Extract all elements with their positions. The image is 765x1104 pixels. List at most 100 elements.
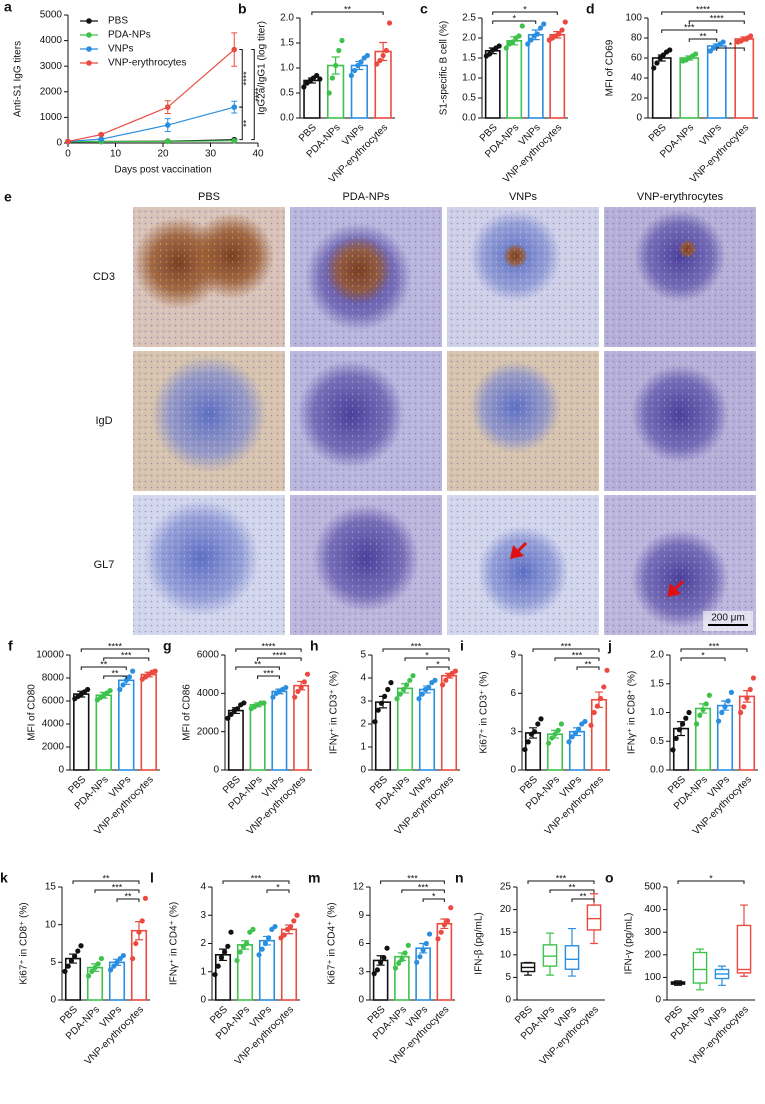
y-tick-label: 2.0 bbox=[280, 13, 294, 24]
data-point bbox=[435, 936, 441, 942]
data-point bbox=[374, 61, 380, 67]
data-point bbox=[215, 963, 221, 969]
y-axis-label: S1-specific B cell (%) bbox=[439, 21, 450, 115]
y-tick-label: 0 bbox=[58, 765, 64, 776]
y-tick-label: 2.5 bbox=[462, 13, 476, 24]
significance-label: *** bbox=[263, 668, 274, 678]
error-bar bbox=[231, 707, 240, 715]
y-axis-label: IgG2a/IgG1 (log titer) bbox=[257, 21, 268, 115]
data-point bbox=[670, 747, 676, 753]
error-bar bbox=[440, 918, 449, 930]
error-bar bbox=[144, 671, 153, 678]
y-tick-label: 3000 bbox=[40, 61, 63, 72]
bar bbox=[118, 679, 135, 771]
bar bbox=[440, 674, 458, 771]
box bbox=[586, 904, 602, 931]
significance-bracket bbox=[257, 657, 302, 661]
significance-label: * bbox=[709, 873, 713, 883]
data-point bbox=[86, 973, 92, 979]
x-tick-label: PBS bbox=[647, 122, 669, 144]
y-axis-label: Ki67⁺ in CD8⁺ (%) bbox=[19, 902, 30, 984]
significance-bracket bbox=[661, 11, 745, 15]
data-point bbox=[588, 722, 594, 728]
row-label: GL7 bbox=[94, 559, 115, 571]
significance-bracket bbox=[527, 880, 595, 884]
significance-label: *** bbox=[684, 22, 695, 32]
significance-bracket bbox=[571, 898, 595, 902]
significance-label: *** bbox=[418, 882, 429, 892]
y-tick-label: 10 bbox=[45, 919, 57, 930]
data-point bbox=[133, 940, 139, 947]
y-tick-label: 9 bbox=[358, 910, 364, 921]
data-point bbox=[75, 948, 81, 954]
data-point bbox=[750, 675, 757, 681]
data-point bbox=[142, 895, 148, 901]
y-tick-label: 0.5 bbox=[650, 736, 664, 747]
significance-bracket bbox=[532, 648, 600, 652]
error-bar bbox=[263, 935, 271, 946]
legend-label: PBS bbox=[108, 16, 128, 27]
data-point bbox=[426, 931, 433, 937]
significance-bracket bbox=[239, 106, 243, 141]
panel-letter: a bbox=[4, 0, 12, 15]
significance-bracket bbox=[554, 657, 600, 661]
y-tick-label: 1.0 bbox=[462, 73, 476, 84]
y-tick-label: 60 bbox=[631, 53, 643, 64]
panel-letter: n bbox=[455, 870, 464, 886]
bar bbox=[706, 45, 727, 119]
data-point bbox=[212, 971, 218, 978]
y-tick-label: 300 bbox=[644, 927, 661, 938]
data-point bbox=[231, 137, 238, 144]
y-tick-label: 0 bbox=[360, 765, 366, 776]
data-point bbox=[351, 67, 358, 74]
error-bar bbox=[488, 47, 497, 55]
y-axis-label: IFNγ⁺ in CD8⁺ (%) bbox=[627, 671, 638, 754]
data-point bbox=[301, 84, 307, 90]
panel-letter: j bbox=[607, 638, 612, 654]
bar bbox=[694, 707, 712, 771]
data-point bbox=[673, 735, 679, 741]
error-bar bbox=[355, 60, 364, 71]
error-bar bbox=[241, 940, 249, 950]
x-tick-label: 10 bbox=[110, 149, 122, 160]
data-point bbox=[452, 668, 458, 674]
error-bar bbox=[510, 36, 519, 46]
scale-bar-label: 200 μm bbox=[711, 613, 745, 624]
data-point bbox=[405, 942, 411, 948]
data-point bbox=[728, 689, 735, 695]
significance-label: * bbox=[276, 882, 280, 892]
data-point bbox=[117, 686, 123, 693]
data-point bbox=[562, 19, 568, 25]
tissue-texture bbox=[133, 351, 285, 491]
y-tick-label: 1 bbox=[360, 742, 366, 753]
significance-bracket bbox=[103, 675, 127, 679]
data-point bbox=[120, 952, 126, 959]
significance-label: **** bbox=[254, 87, 264, 102]
y-tick-label: 1000 bbox=[40, 112, 63, 123]
significance-label: ** bbox=[111, 668, 119, 678]
data-point bbox=[231, 104, 238, 110]
tissue-texture bbox=[290, 351, 442, 491]
y-tick-label: 0.0 bbox=[280, 113, 294, 124]
panel-letter: f bbox=[8, 638, 13, 654]
x-axis-label: Days post vaccination bbox=[114, 165, 211, 176]
significance-label: ** bbox=[102, 873, 110, 883]
legend-marker bbox=[86, 60, 92, 66]
arrow bbox=[510, 541, 528, 559]
whisker bbox=[696, 983, 704, 991]
data-point bbox=[519, 23, 525, 29]
data-point bbox=[720, 39, 726, 45]
y-tick-label: 5 bbox=[50, 957, 56, 968]
whisker bbox=[740, 904, 748, 926]
y-tick-label: 4000 bbox=[197, 688, 220, 699]
data-point bbox=[372, 719, 378, 725]
error-bar bbox=[253, 702, 262, 708]
bar bbox=[679, 57, 700, 119]
y-tick-label: 10000 bbox=[36, 650, 64, 661]
legend-marker bbox=[86, 18, 92, 24]
box bbox=[692, 951, 708, 984]
data-point bbox=[392, 965, 399, 971]
error-bar bbox=[551, 729, 559, 739]
y-tick-label: 3 bbox=[360, 696, 366, 707]
data-point bbox=[348, 72, 354, 79]
